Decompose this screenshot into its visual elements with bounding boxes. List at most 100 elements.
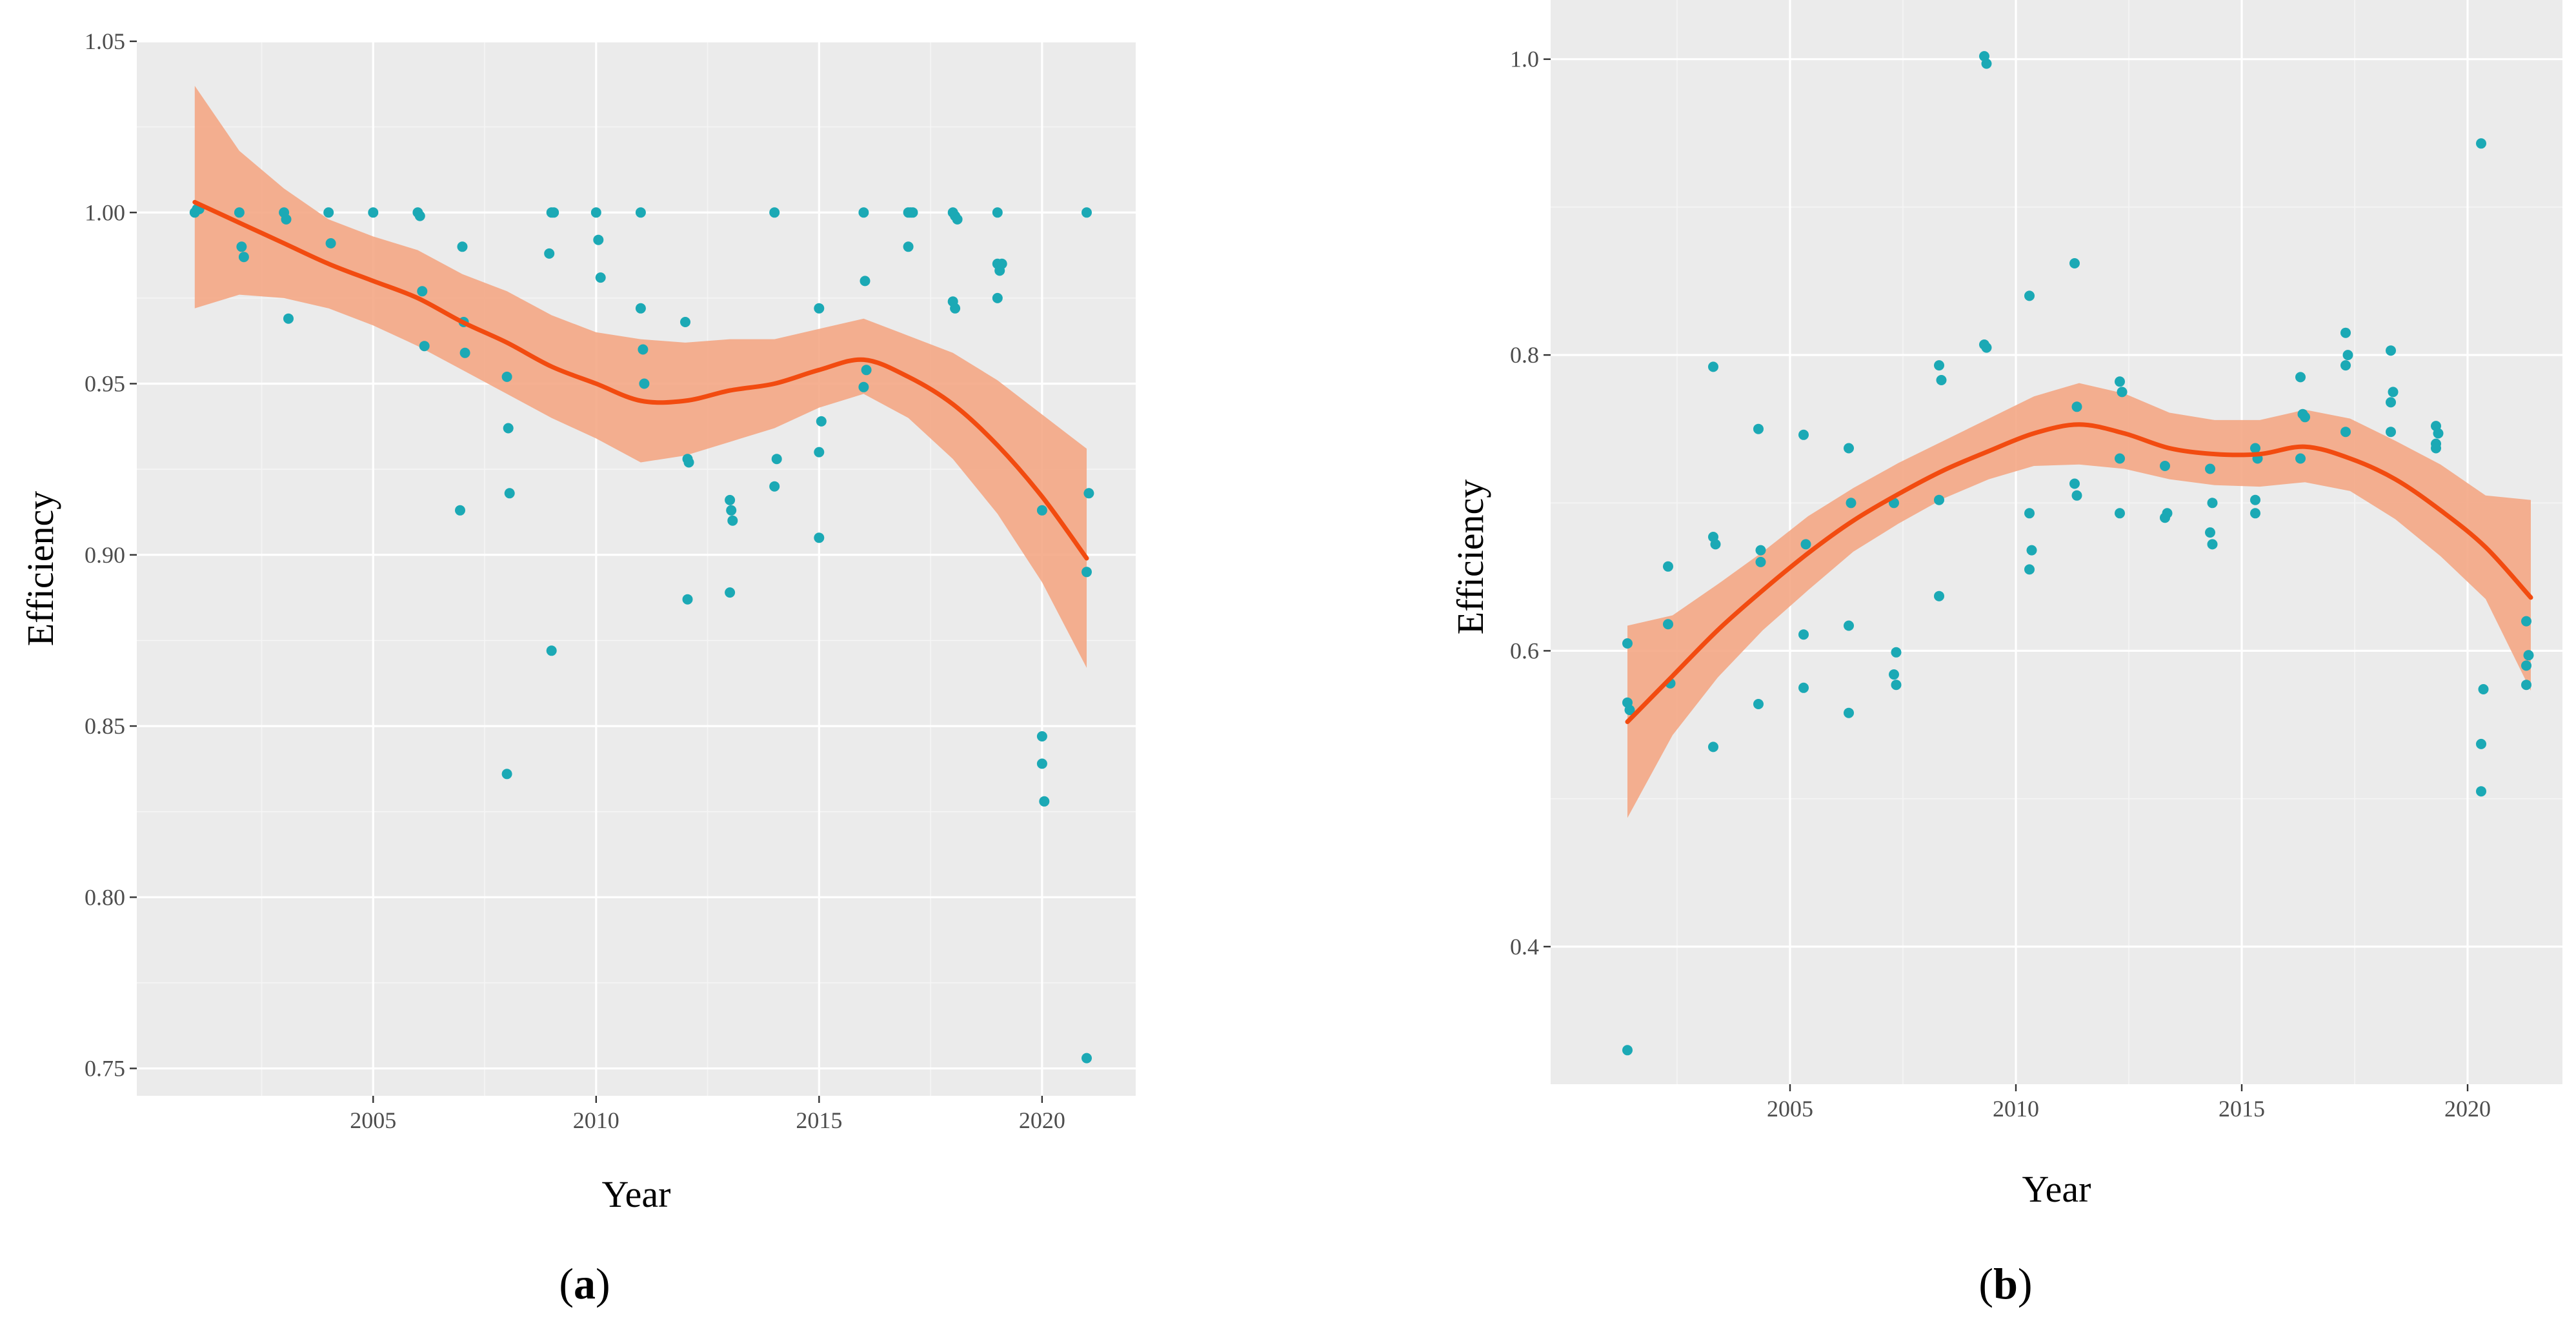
- data-point: [546, 645, 557, 656]
- data-point: [419, 341, 430, 352]
- y-tick-label: 0.4: [1510, 934, 1539, 960]
- data-point: [1755, 545, 1766, 556]
- data-point: [1036, 758, 1047, 769]
- data-point: [2388, 387, 2399, 398]
- data-point: [544, 248, 555, 259]
- caption-close-paren: ): [596, 1259, 610, 1308]
- data-point: [1800, 539, 1811, 550]
- minor-gridlines: [1551, 0, 2562, 1084]
- data-point: [950, 303, 961, 314]
- data-point: [952, 214, 963, 225]
- caption-open-paren: (: [1978, 1259, 1993, 1308]
- data-point: [996, 258, 1007, 269]
- data-point: [1844, 443, 1854, 454]
- data-point: [682, 594, 693, 605]
- data-point: [590, 207, 601, 218]
- data-point: [2115, 453, 2125, 464]
- data-point: [2160, 461, 2170, 471]
- data-point: [2026, 545, 2037, 556]
- data-point: [1622, 1045, 1633, 1056]
- data-point: [2250, 508, 2260, 519]
- data-point: [2342, 350, 2353, 361]
- data-point: [1844, 620, 1854, 631]
- data-point: [1710, 539, 1721, 550]
- data-point: [860, 276, 870, 287]
- data-point: [2250, 443, 2260, 454]
- data-point: [725, 587, 736, 598]
- data-point: [1753, 423, 1764, 434]
- data-point: [2476, 138, 2486, 149]
- data-point: [2207, 498, 2218, 509]
- panel-caption: (b): [1978, 1259, 2032, 1308]
- data-point: [1755, 556, 1766, 567]
- data-point: [2117, 387, 2128, 398]
- data-point: [992, 292, 1003, 303]
- data-point: [1936, 375, 1947, 385]
- data-point: [2069, 258, 2080, 268]
- data-point: [2478, 684, 2489, 694]
- data-point: [1934, 494, 1944, 505]
- data-point: [1753, 699, 1764, 709]
- data-point: [725, 494, 736, 505]
- caption-open-paren: (: [559, 1259, 574, 1308]
- data-point: [1844, 707, 1854, 718]
- x-tick-label: 2020: [2444, 1096, 2491, 1122]
- data-point: [414, 210, 425, 221]
- y-tick-label: 0.95: [85, 371, 125, 397]
- smooth-trend-line: [1625, 422, 2533, 724]
- panel-caption: (a): [559, 1259, 610, 1308]
- data-point: [1083, 488, 1094, 499]
- data-point: [548, 207, 559, 218]
- data-point: [2476, 738, 2486, 749]
- data-point: [501, 769, 512, 780]
- chart-panel-a: 2005 2010 2015 2020 0.75 0.80 0.85 0.90 0.95 1.00…: [19, 28, 1136, 1308]
- y-tick-label: 0.80: [85, 884, 125, 910]
- data-point: [1934, 360, 1944, 371]
- axis-ticks: 2005 2010 2015 2020 0.4 0.6 0.8 1.0: [1510, 46, 2491, 1122]
- data-point: [1082, 1053, 1092, 1064]
- data-point: [501, 371, 512, 382]
- data-point: [2207, 539, 2218, 550]
- data-point: [635, 303, 646, 314]
- smooth-line-layer: [1625, 422, 2533, 724]
- data-point: [2431, 443, 2441, 454]
- data-point: [1036, 505, 1047, 516]
- data-point: [2160, 512, 2170, 523]
- data-point: [1624, 705, 1635, 716]
- data-point: [2069, 478, 2080, 489]
- x-tick-label: 2005: [1767, 1096, 1813, 1122]
- data-point: [638, 344, 649, 355]
- data-point: [417, 286, 428, 297]
- data-point: [593, 234, 604, 245]
- data-point: [2024, 564, 2035, 575]
- data-point: [2521, 616, 2531, 627]
- axis-ticks: 2005 2010 2015 2020 0.75 0.80 0.85 0.90 0.95 1.00…: [85, 28, 1065, 1133]
- data-point: [635, 207, 646, 218]
- data-point: [1891, 647, 1902, 658]
- data-point: [2071, 490, 2082, 501]
- data-point: [1082, 207, 1092, 218]
- data-point: [816, 416, 827, 427]
- data-point: [236, 241, 247, 252]
- scatter-points-layer: [1622, 51, 2534, 1056]
- data-point: [1039, 796, 1050, 807]
- data-point: [2205, 463, 2215, 474]
- x-tick-label: 2005: [350, 1107, 396, 1133]
- data-point: [2521, 680, 2531, 691]
- x-axis-title: Year: [602, 1173, 671, 1215]
- y-axis-title: Efficiency: [19, 491, 61, 646]
- data-point: [504, 488, 515, 499]
- data-point: [2295, 372, 2306, 383]
- caption-letter: a: [574, 1259, 596, 1308]
- data-point: [2295, 453, 2306, 464]
- y-tick-label: 1.00: [85, 199, 125, 225]
- data-point: [769, 481, 780, 492]
- data-point: [903, 241, 914, 252]
- data-point: [814, 532, 825, 543]
- data-point: [2386, 345, 2396, 356]
- data-point: [457, 241, 468, 252]
- data-point: [283, 313, 294, 324]
- data-point: [814, 447, 825, 458]
- data-point: [2024, 508, 2035, 519]
- data-point: [814, 303, 825, 314]
